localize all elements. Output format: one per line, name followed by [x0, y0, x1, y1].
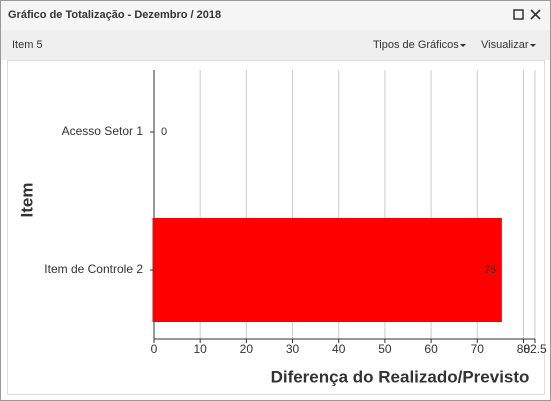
window-title: Gráfico de Totalização - Dezembro / 2018 [8, 9, 221, 21]
x-tick-label: 10 [194, 342, 208, 356]
x-axis-title: Diferença do Realizado/Previsto [271, 367, 530, 386]
value-label: 75 [484, 264, 496, 276]
bar [152, 218, 502, 322]
x-tick-label: 30 [286, 342, 300, 356]
x-tick-label: 60 [424, 342, 438, 356]
view-menu[interactable]: Visualizar [481, 39, 529, 51]
chart-types-menu[interactable]: Tipos de Gráficos [373, 39, 459, 51]
value-label: 0 [161, 126, 167, 138]
y-tick-label: Item de Controle 2 [44, 262, 143, 276]
y-axis-title: Item [17, 183, 36, 218]
dropdown-caret [530, 44, 536, 47]
toolbar [1, 30, 550, 60]
x-tick-label: 82.5 [523, 342, 547, 356]
item-label: Item 5 [12, 39, 43, 51]
x-tick-label: 50 [378, 342, 392, 356]
dropdown-caret [460, 44, 466, 47]
x-tick-label: 70 [471, 342, 485, 356]
close-button[interactable] [530, 9, 541, 20]
y-tick-label: Acesso Setor 1 [62, 124, 144, 138]
x-tick-label: 20 [240, 342, 254, 356]
x-tick-label: 80 [517, 342, 531, 356]
x-tick-label: 40 [332, 342, 346, 356]
title-bar [1, 1, 550, 30]
maximize-button[interactable] [513, 9, 524, 20]
x-tick-label: 0 [151, 342, 158, 356]
